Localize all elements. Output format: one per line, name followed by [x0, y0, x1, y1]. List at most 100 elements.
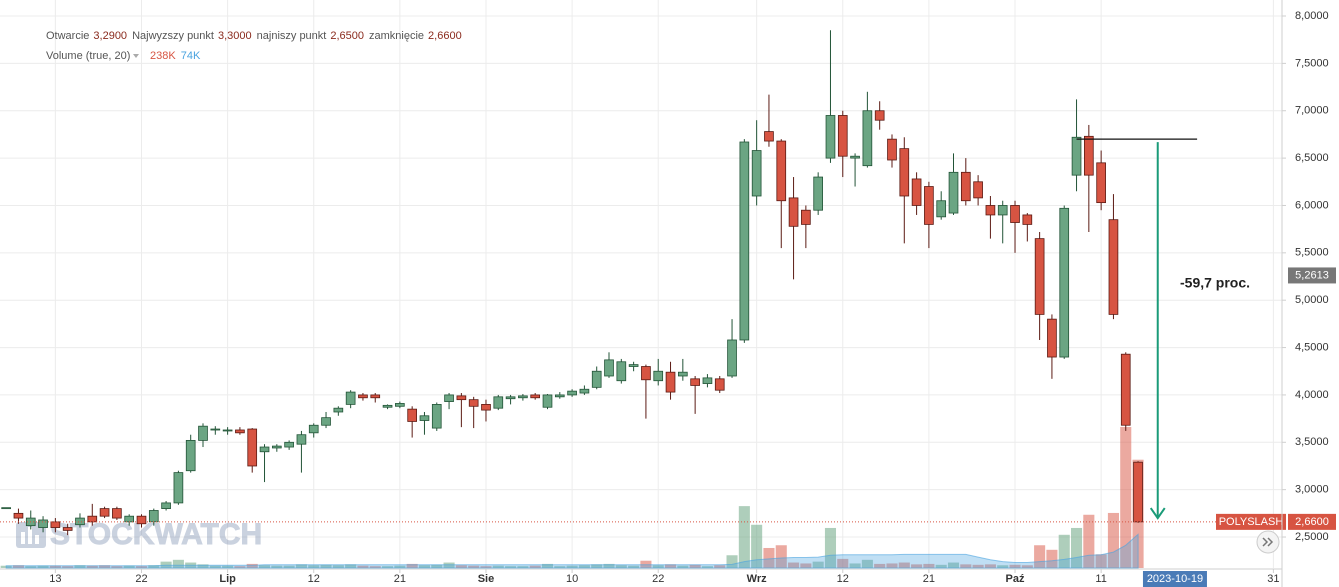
volume-bar: [209, 565, 221, 568]
y-tick-label: 4,5000: [1295, 341, 1329, 353]
candle-body: [185, 439, 196, 472]
candle-body: [530, 394, 541, 399]
volume-bar: [591, 564, 603, 568]
candle-body: [874, 110, 885, 121]
candle-body: [382, 404, 393, 408]
ohlc-name: Najwyzszy punkt: [132, 30, 214, 42]
candle-body: [604, 359, 614, 377]
candle-body: [456, 395, 467, 401]
candle-body: [259, 446, 270, 453]
volume-bar: [935, 564, 947, 568]
candle-body: [284, 441, 294, 448]
volume-bar: [923, 563, 935, 568]
candle-body: [1120, 353, 1131, 426]
volume-bar: [726, 555, 738, 568]
watermark-icon-bar: [28, 527, 32, 544]
volume-bar: [517, 566, 529, 568]
candle-body: [247, 428, 258, 467]
volume-ma-area: [5, 533, 1139, 569]
candle-body: [1096, 162, 1106, 204]
x-tick-label: Sie: [478, 573, 495, 585]
x-tick-label: 22: [135, 573, 147, 585]
volume-bar: [74, 565, 86, 568]
x-tick-label: 10: [566, 573, 578, 585]
volume-bar: [25, 566, 37, 568]
y-tick-label: 6,0000: [1295, 199, 1329, 211]
volume-bar: [763, 547, 775, 568]
candle-body: [924, 186, 934, 225]
crosshair-price-box: [1288, 267, 1336, 284]
candle-body: [370, 394, 381, 399]
volume-menu-caret: [133, 54, 139, 58]
crosshair-date-box: [1142, 571, 1207, 587]
volume-bar: [406, 563, 418, 568]
volume-bar: [788, 562, 800, 568]
volume-bar: [837, 558, 849, 568]
candle-body: [948, 171, 959, 214]
y-tick-label: 6,5000: [1295, 152, 1329, 164]
volume-bar: [615, 565, 627, 568]
ohlc-value: 2,6500: [330, 30, 364, 42]
ohlc-legend: Otwarcie 3,2900 Najwyzszy punkt 3,3000 najni…: [46, 30, 462, 42]
volume-bar: [86, 565, 98, 568]
candle-body: [468, 399, 479, 407]
volume-bar: [1120, 426, 1132, 568]
x-tick-label: Wrz: [747, 573, 767, 585]
watermark: STOCKWATCH: [16, 517, 263, 551]
candle-body: [296, 434, 307, 445]
annotation-text: -59,7 proc.: [1180, 275, 1250, 291]
candle-body: [899, 148, 910, 197]
volume-values: 238K 74K: [150, 50, 201, 62]
ohlc-value: 2,6600: [428, 30, 462, 42]
volume-bar: [960, 564, 972, 568]
candle-body: [75, 517, 85, 526]
volume-bar: [541, 563, 554, 568]
scroll-button-icon[interactable]: [1262, 537, 1274, 547]
scroll-button[interactable]: [1256, 530, 1280, 554]
volume-bar: [1058, 534, 1070, 568]
candle-body: [431, 404, 442, 429]
volume-bar: [664, 564, 677, 568]
volume-bar: [628, 565, 640, 568]
candle-body: [333, 407, 344, 413]
candle-body: [493, 396, 504, 409]
candle-body: [407, 408, 417, 422]
candle-body: [641, 366, 651, 381]
volume-bar: [554, 566, 566, 568]
x-tick-label: 21: [394, 573, 406, 585]
candle-body: [358, 394, 368, 399]
last-price-box: [1288, 513, 1336, 530]
watermark-icon-bar: [21, 532, 25, 544]
volume-bar: [123, 565, 135, 568]
candle-body: [395, 403, 405, 407]
volume-bar: [197, 564, 209, 568]
candle-body: [616, 361, 627, 382]
volume-bar: [135, 566, 148, 568]
series-name-box: [1216, 513, 1286, 530]
volume-bar: [271, 565, 283, 568]
volume-bar: [394, 565, 406, 568]
watermark-icon-bar: [35, 535, 39, 544]
volume-bar: [49, 565, 61, 568]
volume-bar: [357, 565, 369, 568]
candle-body: [1071, 136, 1082, 176]
candle-body: [702, 377, 713, 384]
volume-bar: [222, 565, 234, 568]
volume-bar: [369, 566, 381, 568]
candle-body: [801, 209, 811, 225]
watermark-text: STOCKWATCH: [50, 518, 262, 551]
candle-body: [222, 429, 233, 432]
y-tick-label: 5,5000: [1295, 247, 1329, 259]
ohlc-name: Otwarcie: [46, 30, 89, 42]
crosshair-date-label: 2023-10-19: [1147, 573, 1203, 585]
y-tick-label: 2,5000: [1295, 531, 1329, 543]
volume-bar: [849, 563, 861, 568]
volume-bar: [824, 527, 837, 568]
candle-body: [235, 429, 245, 434]
candle-body: [985, 205, 996, 216]
candle-body: [837, 115, 848, 157]
volume-bar: [861, 559, 873, 568]
candle-body: [38, 519, 48, 528]
candle-body: [862, 110, 873, 167]
